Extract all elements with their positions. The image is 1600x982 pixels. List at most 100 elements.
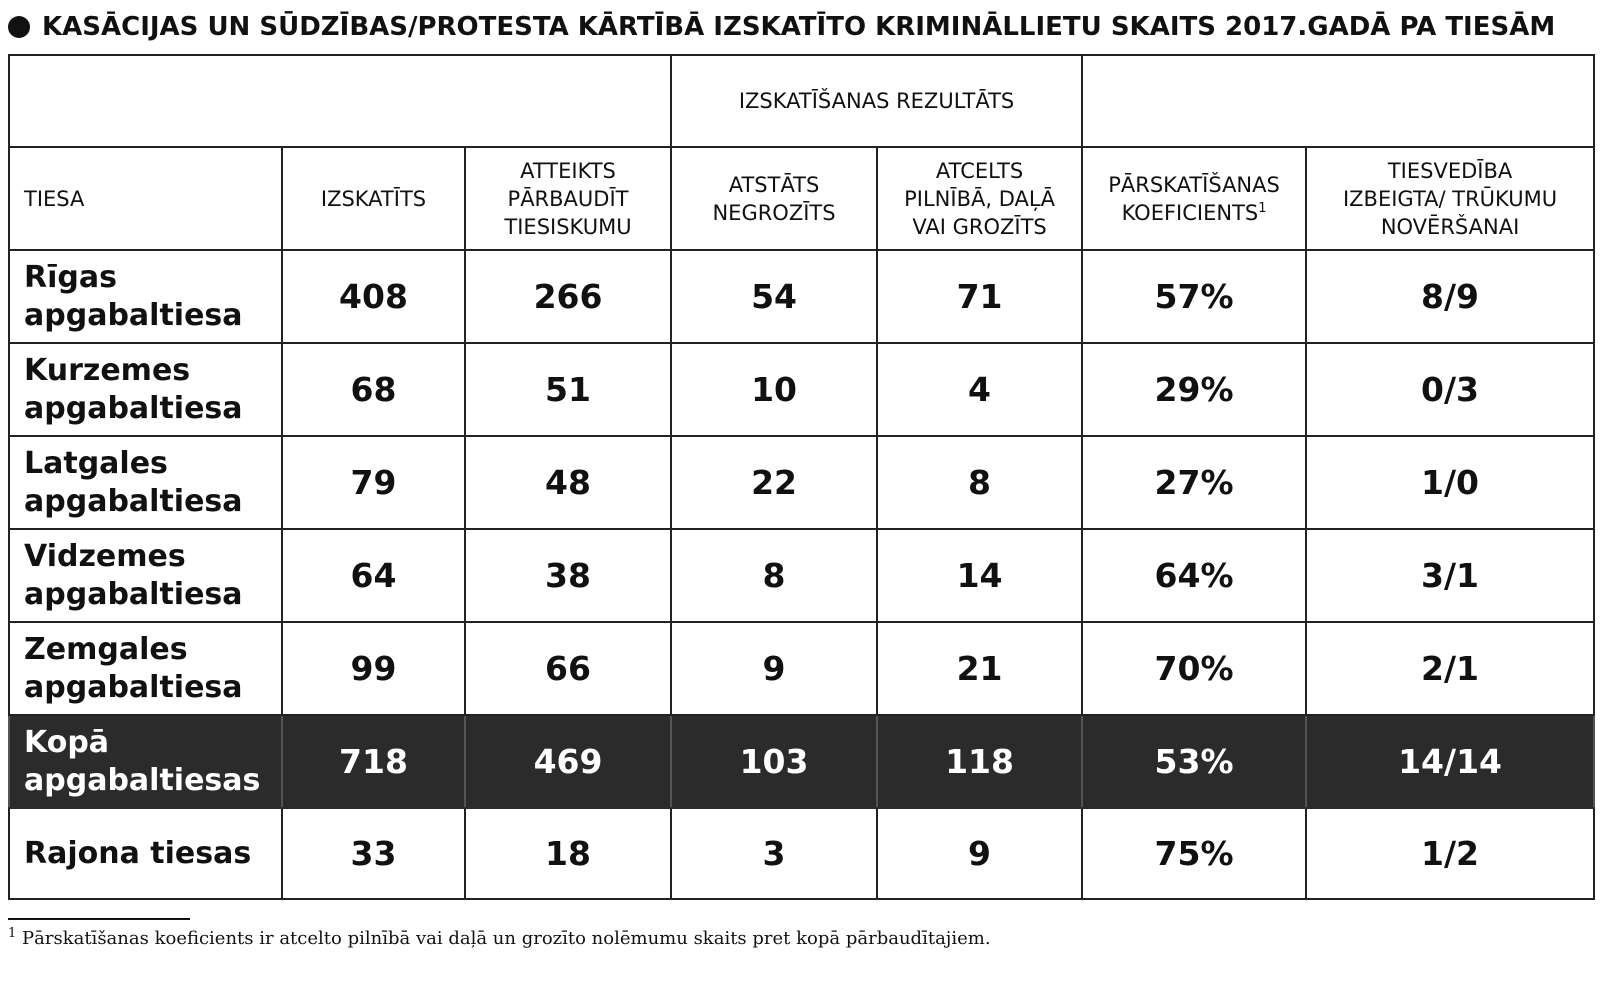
column-header-row: TIESA IZSKATĪTS ATTEIKTS PĀRBAUDĪT TIESI… <box>8 146 1596 251</box>
cell-atstats: 10 <box>670 342 879 437</box>
court-name-line: Rajona tiesas <box>24 835 252 871</box>
court-name-cell: Latgales apgabaltiesa <box>8 435 283 530</box>
col-header-line: PĀRSKATĪŠANAS <box>1108 172 1280 197</box>
total-row: Kopā apgabaltiesas 718 469 103 118 53% 1… <box>8 714 1596 809</box>
group-header-results: IZSKATĪŠANAS REZULTĀTS <box>670 54 1084 148</box>
cell-tiesvediba: 14/14 <box>1305 714 1596 809</box>
footnote: 1 Pārskatīšanas koeficients ir atcelto p… <box>8 926 991 949</box>
col-header-line: PILNĪBĀ, DAĻĀ <box>904 186 1055 211</box>
group-header-row: IZSKATĪŠANAS REZULTĀTS <box>7 54 1596 148</box>
col-header-koeficients: PĀRSKATĪŠANAS KOEFICIENTS1 <box>1081 146 1308 251</box>
cell-atcelts: 21 <box>876 621 1084 716</box>
cell-atcelts: 9 <box>876 807 1084 900</box>
court-name-line: apgabaltiesa <box>24 390 243 426</box>
cell-atcelts: 71 <box>876 249 1084 344</box>
cell-tiesvediba: 8/9 <box>1305 249 1596 344</box>
court-name-line: Vidzemes <box>24 538 186 574</box>
court-name-cell: Rajona tiesas <box>8 807 283 900</box>
court-name-cell: Rīgas apgabaltiesa <box>8 249 283 344</box>
bullet-icon <box>8 16 30 38</box>
cell-atstats: 103 <box>670 714 879 809</box>
col-header-atcelts: ATCELTS PILNĪBĀ, DAĻĀ VAI GROZĪTS <box>876 146 1084 251</box>
cell-tiesvediba: 1/0 <box>1305 435 1596 530</box>
cell-koeficients: 57% <box>1081 249 1308 344</box>
table-row: Vidzemes apgabaltiesa 64 38 8 14 64% 3/1 <box>8 528 1596 623</box>
table-row: Rajona tiesas 33 18 3 9 75% 1/2 <box>8 807 1596 900</box>
court-name-cell: Kopā apgabaltiesas <box>8 714 283 809</box>
col-header-line: TIESISKUMU <box>504 214 632 239</box>
cell-tiesvediba: 1/2 <box>1305 807 1596 900</box>
col-header-atteikts: ATTEIKTS PĀRBAUDĪT TIESISKUMU <box>463 146 673 251</box>
col-header-line: ATSTĀTS <box>728 172 820 197</box>
table-row: Rīgas apgabaltiesa 408 266 54 71 57% 8/9 <box>8 249 1596 344</box>
cell-izskatits: 99 <box>281 621 466 716</box>
cell-tiesvediba: 3/1 <box>1305 528 1596 623</box>
cell-atteikts: 38 <box>463 528 673 623</box>
court-name-cell: Zemgales apgabaltiesa <box>8 621 283 716</box>
cell-koeficients: 64% <box>1081 528 1308 623</box>
cell-izskatits: 718 <box>281 714 466 809</box>
cell-atstats: 8 <box>670 528 879 623</box>
group-header-empty-left <box>7 54 673 148</box>
court-name-line: apgabaltiesa <box>24 483 243 519</box>
cell-atteikts: 18 <box>463 807 673 900</box>
table-row: Latgales apgabaltiesa 79 48 22 8 27% 1/0 <box>8 435 1596 530</box>
cell-atstats: 54 <box>670 249 879 344</box>
col-header-line: KOEFICIENTS1 <box>1083 199 1305 227</box>
cell-atteikts: 66 <box>463 621 673 716</box>
court-name-line: Kopā <box>24 724 110 760</box>
cell-atcelts: 8 <box>876 435 1084 530</box>
court-name-line: Rīgas <box>24 259 117 295</box>
col-header-line: NEGROZĪTS <box>712 200 836 225</box>
col-header-line: IZBEIGTA/ TRŪKUMU <box>1342 186 1558 211</box>
footnote-text: Pārskatīšanas koeficients ir atcelto pil… <box>16 928 991 949</box>
cell-atteikts: 469 <box>463 714 673 809</box>
court-name-line: Zemgales <box>24 631 188 667</box>
col-header-line: NOVĒRŠANAI <box>1380 214 1520 239</box>
court-name-cell: Vidzemes apgabaltiesa <box>8 528 283 623</box>
title-text: KASĀCIJAS UN SŪDZĪBAS/PROTESTA KĀRTĪBĀ I… <box>42 12 1556 42</box>
page-title: KASĀCIJAS UN SŪDZĪBAS/PROTESTA KĀRTĪBĀ I… <box>8 10 1555 44</box>
cell-izskatits: 33 <box>281 807 466 900</box>
cell-koeficients: 70% <box>1081 621 1308 716</box>
cell-koeficients: 27% <box>1081 435 1308 530</box>
cell-koeficients: 53% <box>1081 714 1308 809</box>
cell-koeficients: 29% <box>1081 342 1308 437</box>
col-header-atstats: ATSTĀTS NEGROZĪTS <box>670 146 879 251</box>
table-row: Kurzemes apgabaltiesa 68 51 10 4 29% 0/3 <box>8 342 1596 437</box>
cell-atstats: 3 <box>670 807 879 900</box>
court-name-line: apgabaltiesa <box>24 297 243 333</box>
cell-atcelts: 14 <box>876 528 1084 623</box>
cell-tiesvediba: 0/3 <box>1305 342 1596 437</box>
court-name-line: Latgales <box>24 445 168 481</box>
cell-atteikts: 48 <box>463 435 673 530</box>
cell-atcelts: 4 <box>876 342 1084 437</box>
court-name-line: apgabaltiesa <box>24 576 243 612</box>
table-row: Zemgales apgabaltiesa 99 66 9 21 70% 2/1 <box>8 621 1596 716</box>
court-name-line: Kurzemes <box>24 352 191 388</box>
court-name-line: apgabaltiesas <box>24 762 261 798</box>
cell-izskatits: 79 <box>281 435 466 530</box>
group-header-empty-right <box>1081 54 1596 148</box>
col-header-text: KOEFICIENTS <box>1121 200 1259 225</box>
col-header-line: ATTEIKTS <box>520 158 616 183</box>
cell-atteikts: 266 <box>463 249 673 344</box>
footnote-ref: 1 <box>1258 200 1267 216</box>
col-header-line: TIESVEDĪBA <box>1387 158 1513 183</box>
court-name-cell: Kurzemes apgabaltiesa <box>8 342 283 437</box>
cell-tiesvediba: 2/1 <box>1305 621 1596 716</box>
cell-atcelts: 118 <box>876 714 1084 809</box>
col-header-line: ATCELTS <box>935 158 1024 183</box>
cell-izskatits: 408 <box>281 249 466 344</box>
court-name-line: apgabaltiesa <box>24 669 243 705</box>
cell-izskatits: 68 <box>281 342 466 437</box>
col-header-tiesvediba: TIESVEDĪBA IZBEIGTA/ TRŪKUMU NOVĒRŠANAI <box>1305 146 1596 251</box>
footnote-marker: 1 <box>8 926 17 941</box>
cell-atstats: 22 <box>670 435 879 530</box>
cell-izskatits: 64 <box>281 528 466 623</box>
col-header-line: VAI GROZĪTS <box>912 214 1047 239</box>
col-header-line: PĀRBAUDĪT <box>507 186 629 211</box>
court-cases-table: IZSKATĪŠANAS REZULTĀTS TIESA IZSKATĪTS A… <box>7 54 1596 900</box>
footnote-divider <box>8 918 190 920</box>
cell-atteikts: 51 <box>463 342 673 437</box>
